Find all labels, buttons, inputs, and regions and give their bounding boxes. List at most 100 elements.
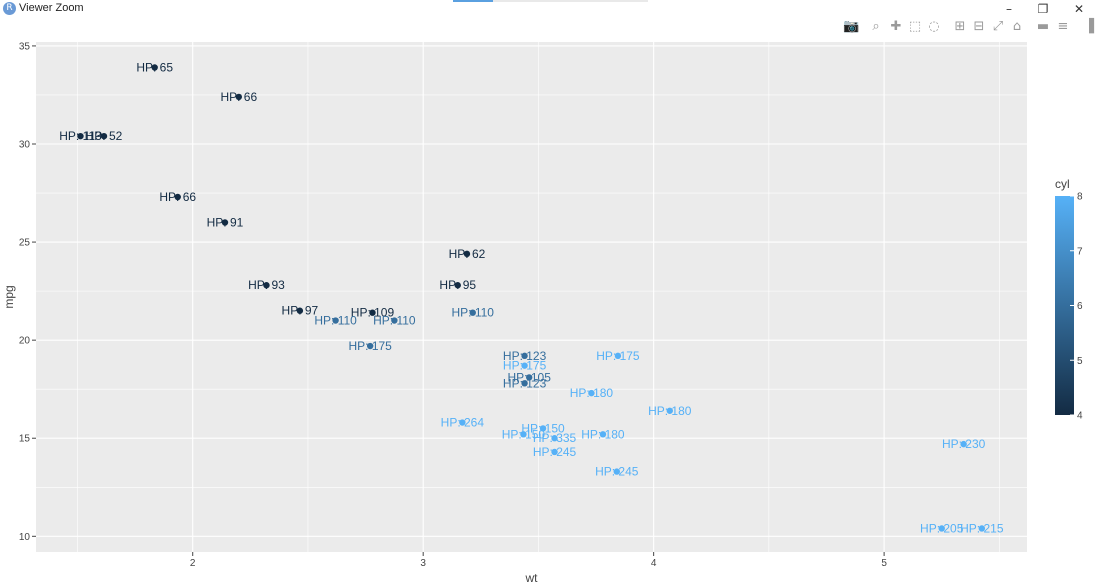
data-point[interactable] [521, 352, 528, 360]
point-label: HP: 264 [441, 416, 485, 430]
point-label: HP: 175 [503, 359, 547, 373]
data-point[interactable] [978, 525, 986, 532]
data-point[interactable] [588, 389, 595, 397]
plotly-logo-icon[interactable]: ▐ [1084, 19, 1094, 34]
point-label: HP: 95 [439, 278, 476, 292]
minor-gridlines [36, 42, 1027, 552]
data-point[interactable] [296, 307, 304, 314]
data-point[interactable] [525, 374, 533, 381]
point-label: HP: 123 [503, 376, 547, 390]
point-label: HP: 91 [207, 215, 244, 229]
major-gridlines [36, 42, 1027, 552]
minimize-button[interactable]: – [1006, 2, 1012, 16]
point-label: HP: 113 [59, 129, 102, 143]
y-tick-label: 35 [19, 41, 31, 52]
colorbar-tick-label: 7 [1077, 246, 1083, 257]
x-tick-label: 5 [881, 558, 887, 569]
x-axis-title: wt [525, 571, 539, 585]
point-label: HP: 215 [960, 521, 1004, 535]
colorbar-tick-label: 5 [1077, 356, 1083, 367]
data-point[interactable] [391, 317, 398, 324]
data-point[interactable] [459, 419, 466, 426]
point-label: HP: 93 [248, 278, 285, 292]
autoscale-icon[interactable]: ⤢ [992, 19, 1004, 34]
data-point[interactable] [151, 64, 158, 71]
y-tick-label: 30 [19, 140, 31, 151]
data-point[interactable] [174, 193, 181, 201]
data-point[interactable] [369, 309, 376, 316]
data-point[interactable] [521, 362, 528, 369]
point-label: HP: 335 [533, 431, 577, 445]
point-label: HP: 180 [570, 386, 614, 400]
box-select-icon[interactable]: ⬚ [908, 19, 922, 34]
data-point[interactable] [221, 219, 229, 226]
data-point[interactable] [469, 309, 476, 316]
data-point[interactable] [463, 250, 471, 258]
data-point[interactable] [454, 282, 461, 289]
x-tick-label: 2 [190, 558, 196, 569]
compare-hover-icon[interactable]: ≡ [1057, 19, 1069, 34]
lasso-select-icon[interactable]: ◌ [928, 19, 940, 34]
data-point[interactable] [960, 440, 967, 448]
data-point[interactable] [551, 448, 558, 456]
colorbar-ticks: 4 5 6 7 8 [1070, 192, 1083, 422]
data-point[interactable] [332, 317, 339, 324]
data-point[interactable] [551, 435, 558, 442]
data-point[interactable] [100, 132, 108, 140]
colorbar-tick-label: 4 [1077, 411, 1083, 422]
data-point[interactable] [539, 425, 547, 432]
point-label: HP: 66 [220, 90, 257, 104]
point-label: HP: 110 [314, 314, 357, 328]
restore-button[interactable]: ❐ [1037, 2, 1049, 16]
data-point[interactable] [77, 132, 84, 140]
data-point[interactable] [666, 407, 673, 414]
point-label: HP: 97 [282, 304, 319, 318]
window-title: Viewer Zoom [19, 2, 84, 14]
point-label: HP: 230 [942, 437, 986, 451]
data-point[interactable] [614, 352, 622, 360]
data-point[interactable] [366, 342, 374, 350]
point-label: HP: 175 [596, 349, 640, 363]
data-point[interactable] [938, 525, 945, 532]
colorbar-gradient [1055, 196, 1074, 415]
colorbar-title: cyl [1055, 177, 1070, 191]
reset-axes-icon[interactable]: ⌂ [1012, 19, 1022, 34]
pan-icon[interactable]: ✚ [890, 19, 902, 34]
data-point[interactable] [520, 431, 527, 438]
x-tick-label: 3 [420, 558, 426, 569]
colorbar-tick-label: 8 [1077, 192, 1083, 203]
point-label: HP: 150 [521, 421, 565, 435]
data-point[interactable] [599, 431, 607, 438]
camera-icon[interactable]: 📷 [843, 19, 860, 34]
app-logo-icon: R [3, 2, 16, 15]
zoom-icon[interactable]: ⌕ [872, 19, 880, 34]
plot-modebar: 📷 ⌕ ✚ ⬚ ◌ ⊞ ⊟ ⤢ ⌂ ▬ ≡ ▐ [838, 18, 1100, 38]
y-tick-label: 10 [19, 532, 31, 543]
point-label: HP: 65 [136, 61, 173, 75]
spike-lines-icon[interactable]: ▬ [1036, 19, 1050, 34]
point-label: HP: 66 [159, 190, 196, 204]
colorbar-tick-label: 6 [1077, 301, 1083, 312]
point-label: HP: 105 [508, 370, 552, 384]
close-button[interactable]: ✕ [1073, 2, 1085, 16]
y-tick-label: 25 [19, 238, 31, 249]
y-axis-ticks: 10 15 20 25 30 35 [19, 41, 36, 543]
data-point[interactable] [521, 380, 528, 387]
point-label: HP: 52 [86, 129, 123, 143]
colorbar: cyl 4 5 6 7 8 [1055, 177, 1083, 422]
zoom-in-icon[interactable]: ⊞ [954, 19, 966, 34]
data-point[interactable] [613, 468, 620, 475]
window-titlebar: R Viewer Zoom – ❐ ✕ [0, 0, 1100, 18]
data-point[interactable] [235, 93, 243, 101]
plot-panel[interactable] [36, 42, 1027, 552]
point-label: HP: 175 [348, 339, 392, 353]
data-point[interactable] [263, 282, 270, 289]
x-axis-ticks: 2 3 4 5 [190, 552, 887, 569]
y-axis-title: mpg [2, 285, 16, 308]
zoom-out-icon[interactable]: ⊟ [973, 19, 985, 34]
x-tick-label: 4 [651, 558, 657, 569]
point-label: HP: 109 [351, 306, 395, 320]
point-label: HP: 205 [920, 521, 964, 535]
